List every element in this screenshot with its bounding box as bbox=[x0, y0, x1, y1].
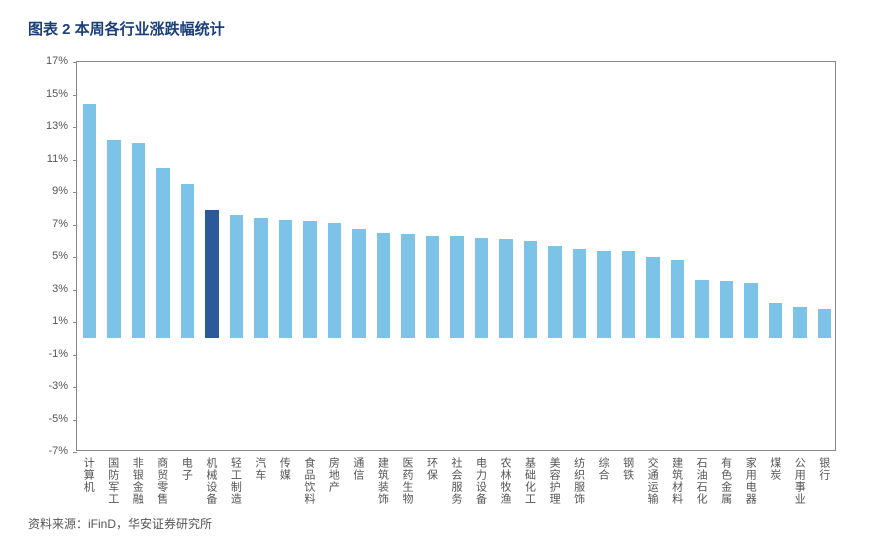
y-axis-tick bbox=[73, 290, 77, 291]
chart-title: 图表 2 本周各行业涨跌幅统计 bbox=[28, 18, 850, 39]
x-axis-label: 非银金融 bbox=[131, 457, 142, 505]
bar bbox=[279, 220, 292, 339]
y-axis-label: -3% bbox=[48, 380, 68, 392]
y-axis-tick bbox=[73, 257, 77, 258]
y-axis-label: 7% bbox=[52, 218, 68, 230]
bar bbox=[597, 251, 610, 339]
x-axis-label: 通信 bbox=[352, 457, 363, 481]
x-axis-label: 医药生物 bbox=[401, 457, 412, 505]
bar bbox=[450, 236, 463, 338]
y-axis-label: 11% bbox=[47, 153, 68, 165]
y-axis-label: 3% bbox=[52, 283, 68, 295]
bar bbox=[671, 260, 684, 338]
bar bbox=[156, 168, 169, 339]
bar bbox=[548, 246, 561, 339]
bar bbox=[695, 280, 708, 339]
x-axis-label: 机械设备 bbox=[205, 457, 216, 505]
x-axis-label: 农林牧渔 bbox=[499, 457, 510, 505]
x-axis-label: 汽车 bbox=[254, 457, 265, 481]
y-axis-tick bbox=[73, 192, 77, 193]
x-axis-label: 建筑材料 bbox=[671, 457, 682, 505]
x-axis-label: 电子 bbox=[180, 457, 191, 481]
y-axis-label: 13% bbox=[46, 120, 68, 132]
y-axis-tick bbox=[73, 420, 77, 421]
y-axis-label: -7% bbox=[48, 445, 68, 457]
y-axis-tick bbox=[73, 95, 77, 96]
x-axis-label: 钢铁 bbox=[622, 457, 633, 481]
x-axis-label: 公用事业 bbox=[793, 457, 804, 505]
bar bbox=[230, 215, 243, 339]
y-axis-tick bbox=[73, 387, 77, 388]
y-axis-tick bbox=[73, 225, 77, 226]
x-axis-label: 计算机 bbox=[82, 457, 93, 493]
bar bbox=[377, 233, 390, 339]
x-axis-label: 有色金属 bbox=[720, 457, 731, 505]
y-axis-tick bbox=[73, 62, 77, 63]
x-axis-label: 传媒 bbox=[278, 457, 289, 481]
y-axis-tick bbox=[73, 160, 77, 161]
x-axis-label: 建筑装饰 bbox=[376, 457, 387, 505]
bar bbox=[475, 238, 488, 339]
x-axis-label: 家用电器 bbox=[744, 457, 755, 505]
x-axis-label: 纺织服饰 bbox=[573, 457, 584, 505]
x-axis-label: 国防军工 bbox=[107, 457, 118, 505]
bar bbox=[107, 140, 120, 338]
x-axis-label: 轻工制造 bbox=[229, 457, 240, 505]
x-axis-label: 石油石化 bbox=[695, 457, 706, 505]
bar bbox=[573, 249, 586, 338]
bar bbox=[303, 221, 316, 338]
x-axis-label: 美容护理 bbox=[548, 457, 559, 505]
y-axis-label: 5% bbox=[52, 250, 68, 262]
x-axis-label: 电力设备 bbox=[475, 457, 486, 505]
y-axis: -7%-5%-3%-1%1%3%5%7%9%11%13%15%17% bbox=[28, 61, 72, 451]
bar-chart: -7%-5%-3%-1%1%3%5%7%9%11%13%15%17% 计算机国防… bbox=[28, 53, 848, 493]
bar bbox=[499, 239, 512, 338]
x-axis-label: 房地产 bbox=[327, 457, 338, 493]
bar bbox=[622, 251, 635, 339]
y-axis-label: 1% bbox=[52, 315, 68, 327]
bars-container bbox=[77, 62, 835, 450]
source-line: 资料来源：iFinD，华安证券研究所 bbox=[28, 515, 212, 532]
bar bbox=[132, 143, 145, 338]
bar bbox=[205, 210, 218, 338]
bar bbox=[254, 218, 267, 338]
bar bbox=[181, 184, 194, 338]
bar bbox=[818, 309, 831, 338]
y-axis-label: -5% bbox=[48, 413, 68, 425]
bar bbox=[646, 257, 659, 338]
y-axis-tick bbox=[73, 127, 77, 128]
x-axis-label: 煤炭 bbox=[769, 457, 780, 481]
x-axis-label: 基础化工 bbox=[524, 457, 535, 505]
bar bbox=[769, 303, 782, 339]
x-axis-label: 银行 bbox=[818, 457, 829, 481]
bar bbox=[426, 236, 439, 338]
plot-area bbox=[76, 61, 836, 451]
y-axis-label: 17% bbox=[46, 55, 68, 67]
x-axis-label: 交通运输 bbox=[646, 457, 657, 505]
x-axis-label: 社会服务 bbox=[450, 457, 461, 505]
bar bbox=[328, 223, 341, 338]
x-axis-label: 综合 bbox=[597, 457, 608, 481]
bar bbox=[744, 283, 757, 338]
bar bbox=[793, 307, 806, 338]
x-axis-label: 商贸零售 bbox=[156, 457, 167, 505]
y-axis-tick bbox=[73, 452, 77, 453]
y-axis-label: 15% bbox=[46, 88, 68, 100]
y-axis-tick bbox=[73, 355, 77, 356]
bar bbox=[401, 234, 414, 338]
bar bbox=[720, 281, 733, 338]
bar bbox=[352, 229, 365, 338]
bar bbox=[83, 104, 96, 338]
y-axis-label: 9% bbox=[52, 185, 68, 197]
y-axis-label: -1% bbox=[48, 348, 68, 360]
x-axis-label: 食品饮料 bbox=[303, 457, 314, 505]
y-axis-tick bbox=[73, 322, 77, 323]
bar bbox=[524, 241, 537, 339]
x-axis-label: 环保 bbox=[425, 457, 436, 481]
